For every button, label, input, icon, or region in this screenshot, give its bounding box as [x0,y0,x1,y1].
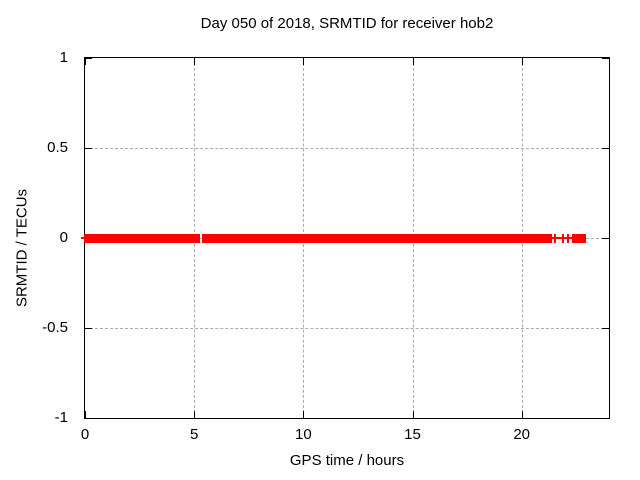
data-segment [202,234,552,243]
y-tick-mark [602,148,609,149]
x-tick-label: 5 [189,426,199,443]
x-tick-label: 20 [513,426,530,443]
plot-area [81,57,610,419]
data-segment [85,234,200,243]
x-tick-mark [412,411,414,418]
chart-title: Day 050 of 2018, SRMTID for receiver hob… [200,15,494,32]
data-point-marker [84,234,86,243]
x-tick-label: 10 [294,426,312,443]
x-tick-label: 0 [80,426,90,443]
x-tick-mark [194,58,196,65]
x-tick-mark [521,58,523,65]
x-tick-label: 15 [404,426,421,443]
y-tick-mark [602,238,609,239]
y-tick-label: 1 [59,49,68,66]
x-tick-mark [412,58,414,65]
x-tick-mark [521,411,523,418]
x-tick-mark [194,411,196,418]
data-point-marker [553,234,556,243]
y-tick-mark [85,418,92,419]
y-tick-label: -1 [54,409,68,426]
y-gridline [85,328,609,329]
data-point-marker [562,234,565,243]
y-tick-mark [602,418,609,419]
data-segment [571,234,586,243]
x-axis-label: GPS time / hours [289,452,405,469]
y-tick-label: -0.5 [42,319,68,336]
y-tick-mark [602,328,609,329]
y-axis-label: SRMTID / TECUs [13,188,31,308]
data-point-marker [566,234,569,243]
y-tick-mark [85,328,92,329]
y-tick-mark [602,58,609,59]
x-tick-mark [303,58,305,65]
y-tick-label: 0 [59,229,68,246]
y-tick-label: 0.5 [47,139,68,156]
x-tick-mark [85,411,86,418]
y-tick-mark [85,58,92,59]
y-gridline [85,148,609,149]
y-tick-mark [85,148,92,149]
x-tick-mark [303,411,305,418]
x-tick-mark [85,58,86,65]
